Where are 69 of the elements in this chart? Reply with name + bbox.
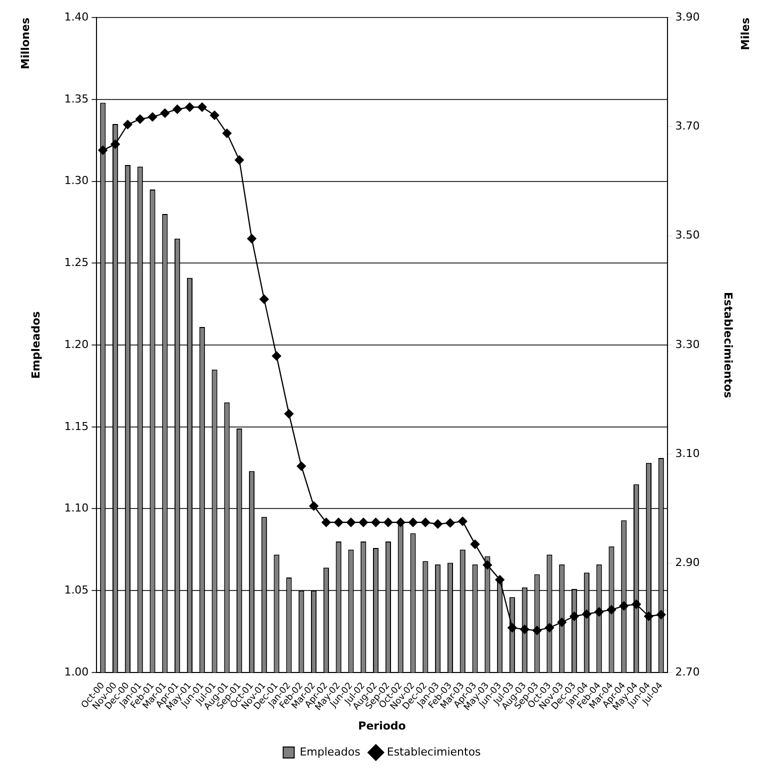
y2-tick-label: 2.90	[675, 556, 700, 570]
y-tick-label: 1.20	[64, 338, 89, 351]
point	[358, 518, 368, 527]
x-axis-title: Periodo	[358, 719, 406, 732]
y-tick-label: 1.25	[64, 256, 89, 270]
legend-label: Empleados	[300, 745, 361, 758]
point	[160, 108, 170, 118]
y-tick-label: 1.30	[64, 174, 89, 188]
text: Miles	[738, 17, 752, 50]
point	[458, 516, 468, 526]
point	[384, 518, 393, 527]
y2-tick-label: 3.10	[675, 447, 700, 460]
point	[322, 518, 331, 527]
legend-label: Establecimientos	[386, 745, 482, 758]
point	[247, 234, 256, 244]
point	[334, 518, 344, 527]
y-axis-title: Empleados	[29, 310, 42, 379]
y2-tick-label: 2.70	[675, 665, 700, 678]
point	[446, 518, 455, 528]
point	[110, 140, 120, 149]
point	[234, 155, 244, 165]
point	[482, 560, 492, 570]
point	[544, 623, 554, 632]
point	[148, 112, 158, 122]
point	[495, 575, 504, 584]
point	[210, 110, 220, 120]
point	[284, 409, 294, 418]
y2-tick-label: 3.70	[675, 120, 700, 133]
point	[396, 518, 406, 527]
point	[172, 104, 182, 114]
point	[185, 102, 194, 112]
point	[136, 114, 145, 124]
point	[309, 501, 318, 511]
point	[656, 610, 666, 620]
text: Millones	[18, 17, 32, 70]
point	[123, 120, 132, 130]
point	[346, 518, 356, 527]
point	[222, 128, 232, 138]
point	[470, 540, 480, 549]
point	[594, 607, 604, 616]
y-tick-label: 1.10	[64, 502, 89, 515]
point	[632, 600, 641, 609]
point	[272, 351, 282, 361]
y2-tick-label: 3.30	[675, 338, 700, 351]
point	[619, 601, 628, 610]
point	[433, 519, 442, 529]
point	[198, 102, 207, 112]
point	[408, 518, 418, 527]
point	[532, 626, 542, 636]
point	[582, 609, 592, 619]
point	[260, 294, 269, 304]
point	[508, 623, 517, 632]
y2-tick-label: 3.50	[675, 228, 700, 242]
y-tick-label: 1.05	[64, 583, 89, 596]
y2-tick-label: 3.90	[675, 10, 700, 24]
point	[98, 146, 108, 155]
point	[606, 605, 616, 614]
y-tick-label: 1.00	[64, 665, 89, 678]
point	[520, 624, 530, 634]
point	[296, 462, 306, 471]
y-tick-label: 1.40	[64, 10, 89, 24]
point	[570, 612, 579, 621]
y-tick-label: 1.35	[64, 92, 89, 106]
point	[557, 618, 566, 627]
y2-axis-title: Establecimientos	[722, 292, 735, 398]
y-tick-label: 1.15	[64, 420, 89, 433]
point	[644, 612, 654, 621]
point	[371, 518, 380, 527]
point	[420, 518, 430, 527]
